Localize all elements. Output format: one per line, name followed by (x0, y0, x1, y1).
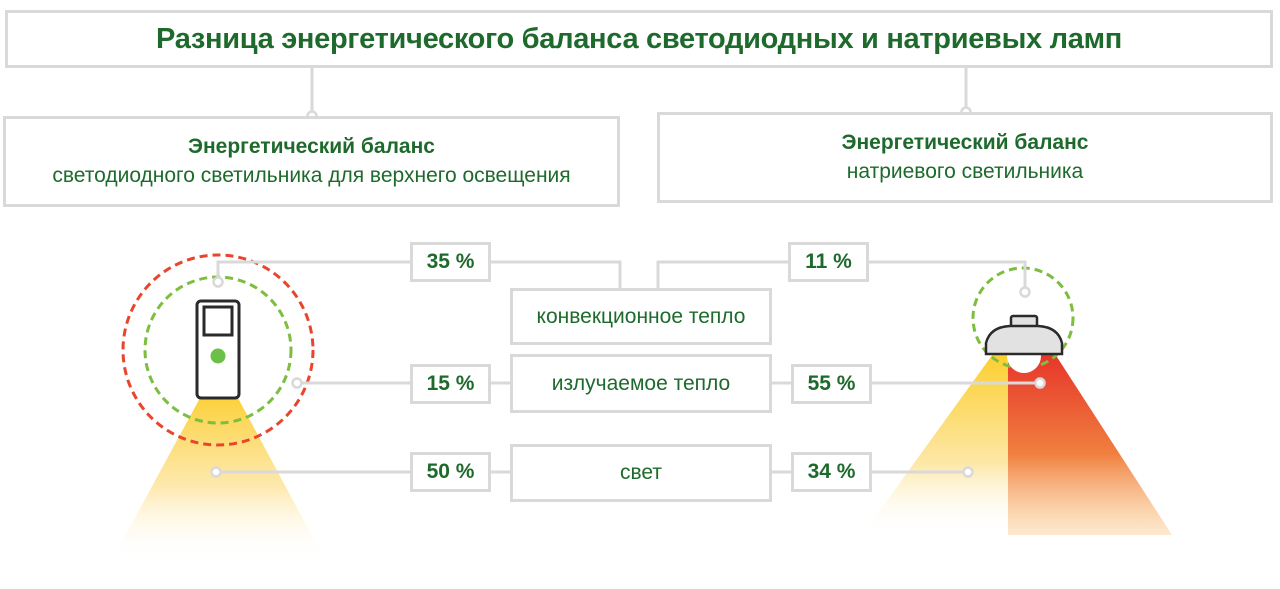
category-convection: конвекционное тепло (510, 288, 772, 345)
sodium-balance-subheading: натриевого светильника (846, 159, 1084, 183)
page-title: Разница энергетического баланса светодио… (156, 22, 1122, 55)
sodium-radiant-pct: 55 % (807, 372, 856, 395)
led-balance-subheading: светодиодного светильника для верхнего о… (52, 163, 571, 187)
led-balance-header: Энергетический баланс светодиодного свет… (3, 116, 620, 207)
led-convection-pct: 35 % (426, 250, 475, 273)
led-convection-value: 35 % (410, 242, 491, 282)
category-radiant-label: излучаемое тепло (551, 371, 731, 395)
title-box: Разница энергетического баланса светодио… (5, 10, 1273, 68)
category-light-label: свет (619, 461, 663, 484)
led-light-value: 50 % (410, 452, 491, 492)
sodium-balance-header: Энергетический баланс натриевого светиль… (657, 112, 1273, 203)
led-radiant-value: 15 % (410, 364, 491, 404)
led-heat-ring (121, 253, 315, 447)
sodium-convection-value: 11 % (788, 242, 869, 282)
led-radiant-pct: 15 % (426, 372, 475, 395)
category-convection-label: конвекционное тепло (536, 304, 746, 328)
sodium-lamp-icon (984, 314, 1064, 373)
led-light-pct: 50 % (426, 460, 475, 483)
sodium-light-pct: 34 % (807, 460, 856, 483)
sodium-light-value: 34 % (791, 452, 872, 492)
category-radiant: излучаемое тепло (510, 354, 772, 413)
led-fixture-icon (195, 299, 241, 400)
sodium-light-cone (862, 354, 1172, 535)
category-light: свет (510, 444, 772, 502)
sodium-radiant-value: 55 % (791, 364, 872, 404)
sodium-balance-heading: Энергетический баланс (841, 131, 1089, 155)
led-light-cone (112, 398, 325, 560)
sodium-convection-pct: 11 % (805, 250, 852, 273)
led-balance-heading: Энергетический баланс (188, 135, 435, 159)
